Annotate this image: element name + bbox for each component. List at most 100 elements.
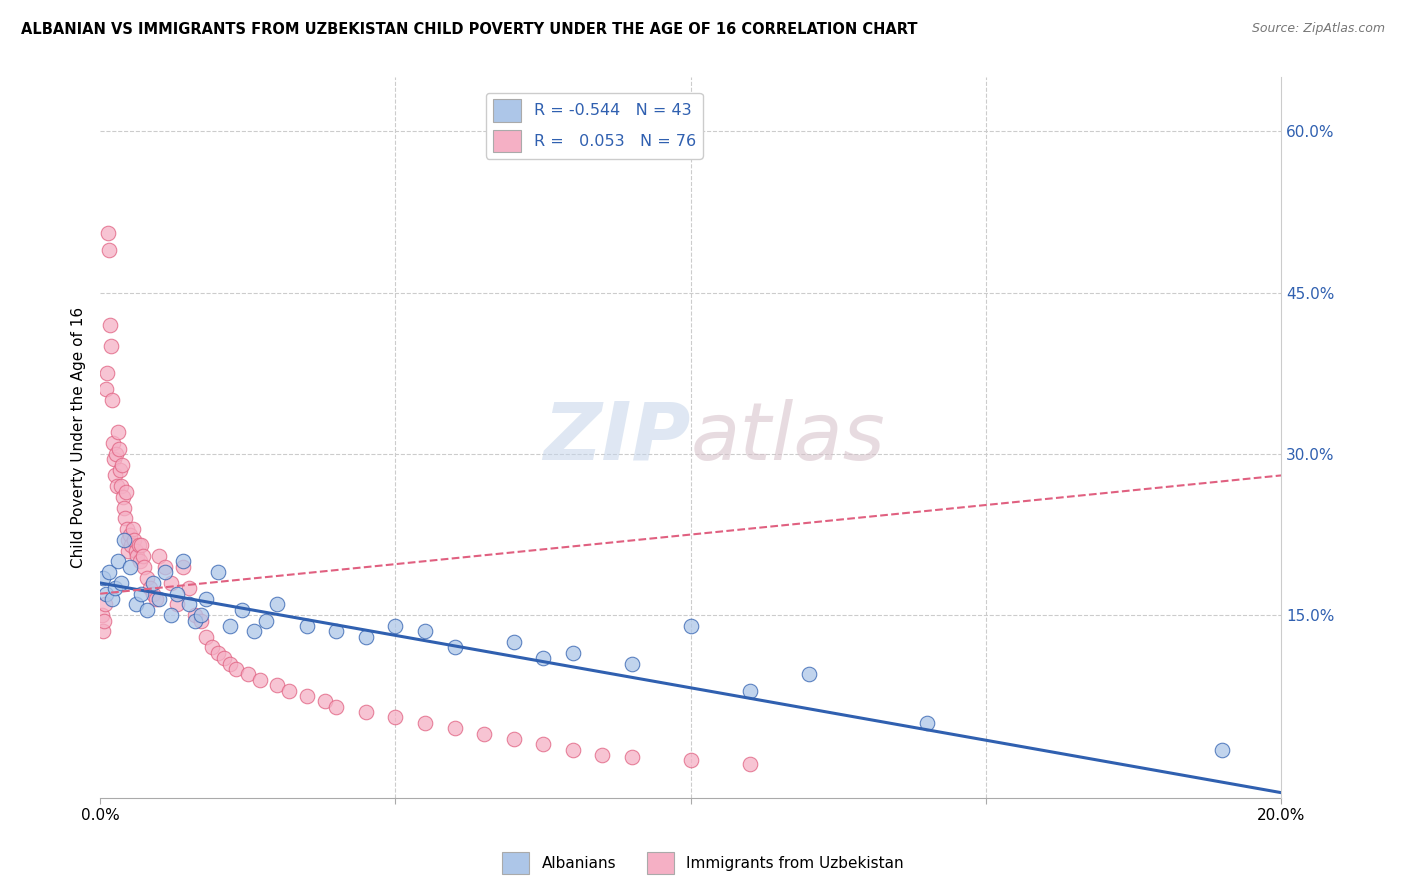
Point (266, 598, 288, 612)
Point (110, 479, 132, 493)
Point (90, 608, 112, 623)
Point (111, 458, 134, 472)
Point (254, 614, 277, 628)
Point (101, 393, 124, 408)
Point (195, 592, 218, 607)
Point (797, 667, 820, 681)
Point (131, 587, 153, 601)
Point (93, 614, 115, 628)
Point (738, 683, 761, 698)
Point (110, 576, 132, 591)
Point (561, 646, 583, 660)
Point (145, 592, 167, 607)
Point (242, 624, 264, 639)
Point (207, 565, 229, 579)
Point (125, 549, 148, 563)
Point (142, 576, 165, 591)
Point (107, 554, 129, 568)
Point (620, 750, 643, 764)
Point (531, 651, 554, 665)
Point (114, 511, 136, 525)
Point (354, 705, 377, 719)
Y-axis label: Child Poverty Under the Age of 16: Child Poverty Under the Age of 16 (72, 307, 86, 568)
Point (105, 447, 128, 461)
Point (384, 619, 406, 633)
Point (134, 559, 156, 574)
Point (112, 500, 135, 515)
Point (91, 571, 114, 585)
Point (325, 624, 347, 639)
Text: Source: ZipAtlas.com: Source: ZipAtlas.com (1251, 22, 1385, 36)
Point (118, 527, 141, 541)
Point (153, 559, 176, 574)
Point (112, 533, 135, 547)
Point (98, 243, 121, 257)
Point (101, 436, 124, 450)
Legend: Albanians, Immigrants from Uzbekistan: Albanians, Immigrants from Uzbekistan (496, 846, 910, 880)
Point (117, 533, 139, 547)
Point (139, 582, 162, 596)
Point (153, 565, 176, 579)
Point (131, 538, 153, 552)
Point (104, 468, 127, 483)
Point (108, 463, 131, 477)
Point (413, 715, 436, 730)
Point (108, 442, 131, 456)
Point (502, 635, 524, 649)
Point (738, 756, 761, 771)
Point (295, 619, 318, 633)
Point (472, 726, 495, 740)
Point (105, 479, 128, 493)
Point (172, 554, 194, 568)
Text: atlas: atlas (690, 399, 886, 476)
Point (620, 657, 643, 671)
Point (136, 571, 159, 585)
Point (354, 630, 377, 644)
Point (177, 598, 200, 612)
Point (121, 522, 143, 536)
Point (97, 227, 120, 241)
Point (160, 576, 183, 591)
Point (561, 742, 583, 756)
Point (107, 425, 129, 440)
Point (212, 651, 235, 665)
Point (91, 624, 114, 639)
Point (98, 318, 121, 332)
Point (115, 522, 138, 536)
Point (100, 339, 122, 353)
Point (136, 603, 159, 617)
Point (183, 608, 205, 623)
Point (190, 608, 212, 623)
Point (111, 490, 134, 504)
Point (679, 753, 702, 767)
Point (96, 366, 118, 380)
Point (443, 640, 465, 655)
Point (120, 538, 142, 552)
Point (266, 678, 288, 692)
Point (384, 710, 406, 724)
Point (148, 592, 170, 607)
Point (104, 582, 127, 596)
Point (166, 587, 188, 601)
Point (166, 598, 188, 612)
Point (117, 543, 139, 558)
Point (94, 382, 117, 396)
Point (249, 673, 271, 687)
Point (148, 549, 170, 563)
Point (314, 694, 336, 708)
Point (502, 731, 524, 746)
Point (591, 747, 613, 762)
Point (160, 608, 183, 623)
Point (128, 538, 150, 552)
Point (122, 533, 145, 547)
Point (103, 452, 125, 467)
Point (443, 721, 465, 735)
Legend: R = -0.544   N = 43, R =   0.053   N = 76: R = -0.544 N = 43, R = 0.053 N = 76 (486, 93, 703, 159)
Point (1211, 742, 1233, 756)
Point (114, 484, 136, 499)
Point (124, 543, 146, 558)
Point (101, 592, 124, 607)
Point (177, 582, 200, 596)
Point (413, 624, 436, 639)
Point (325, 699, 347, 714)
